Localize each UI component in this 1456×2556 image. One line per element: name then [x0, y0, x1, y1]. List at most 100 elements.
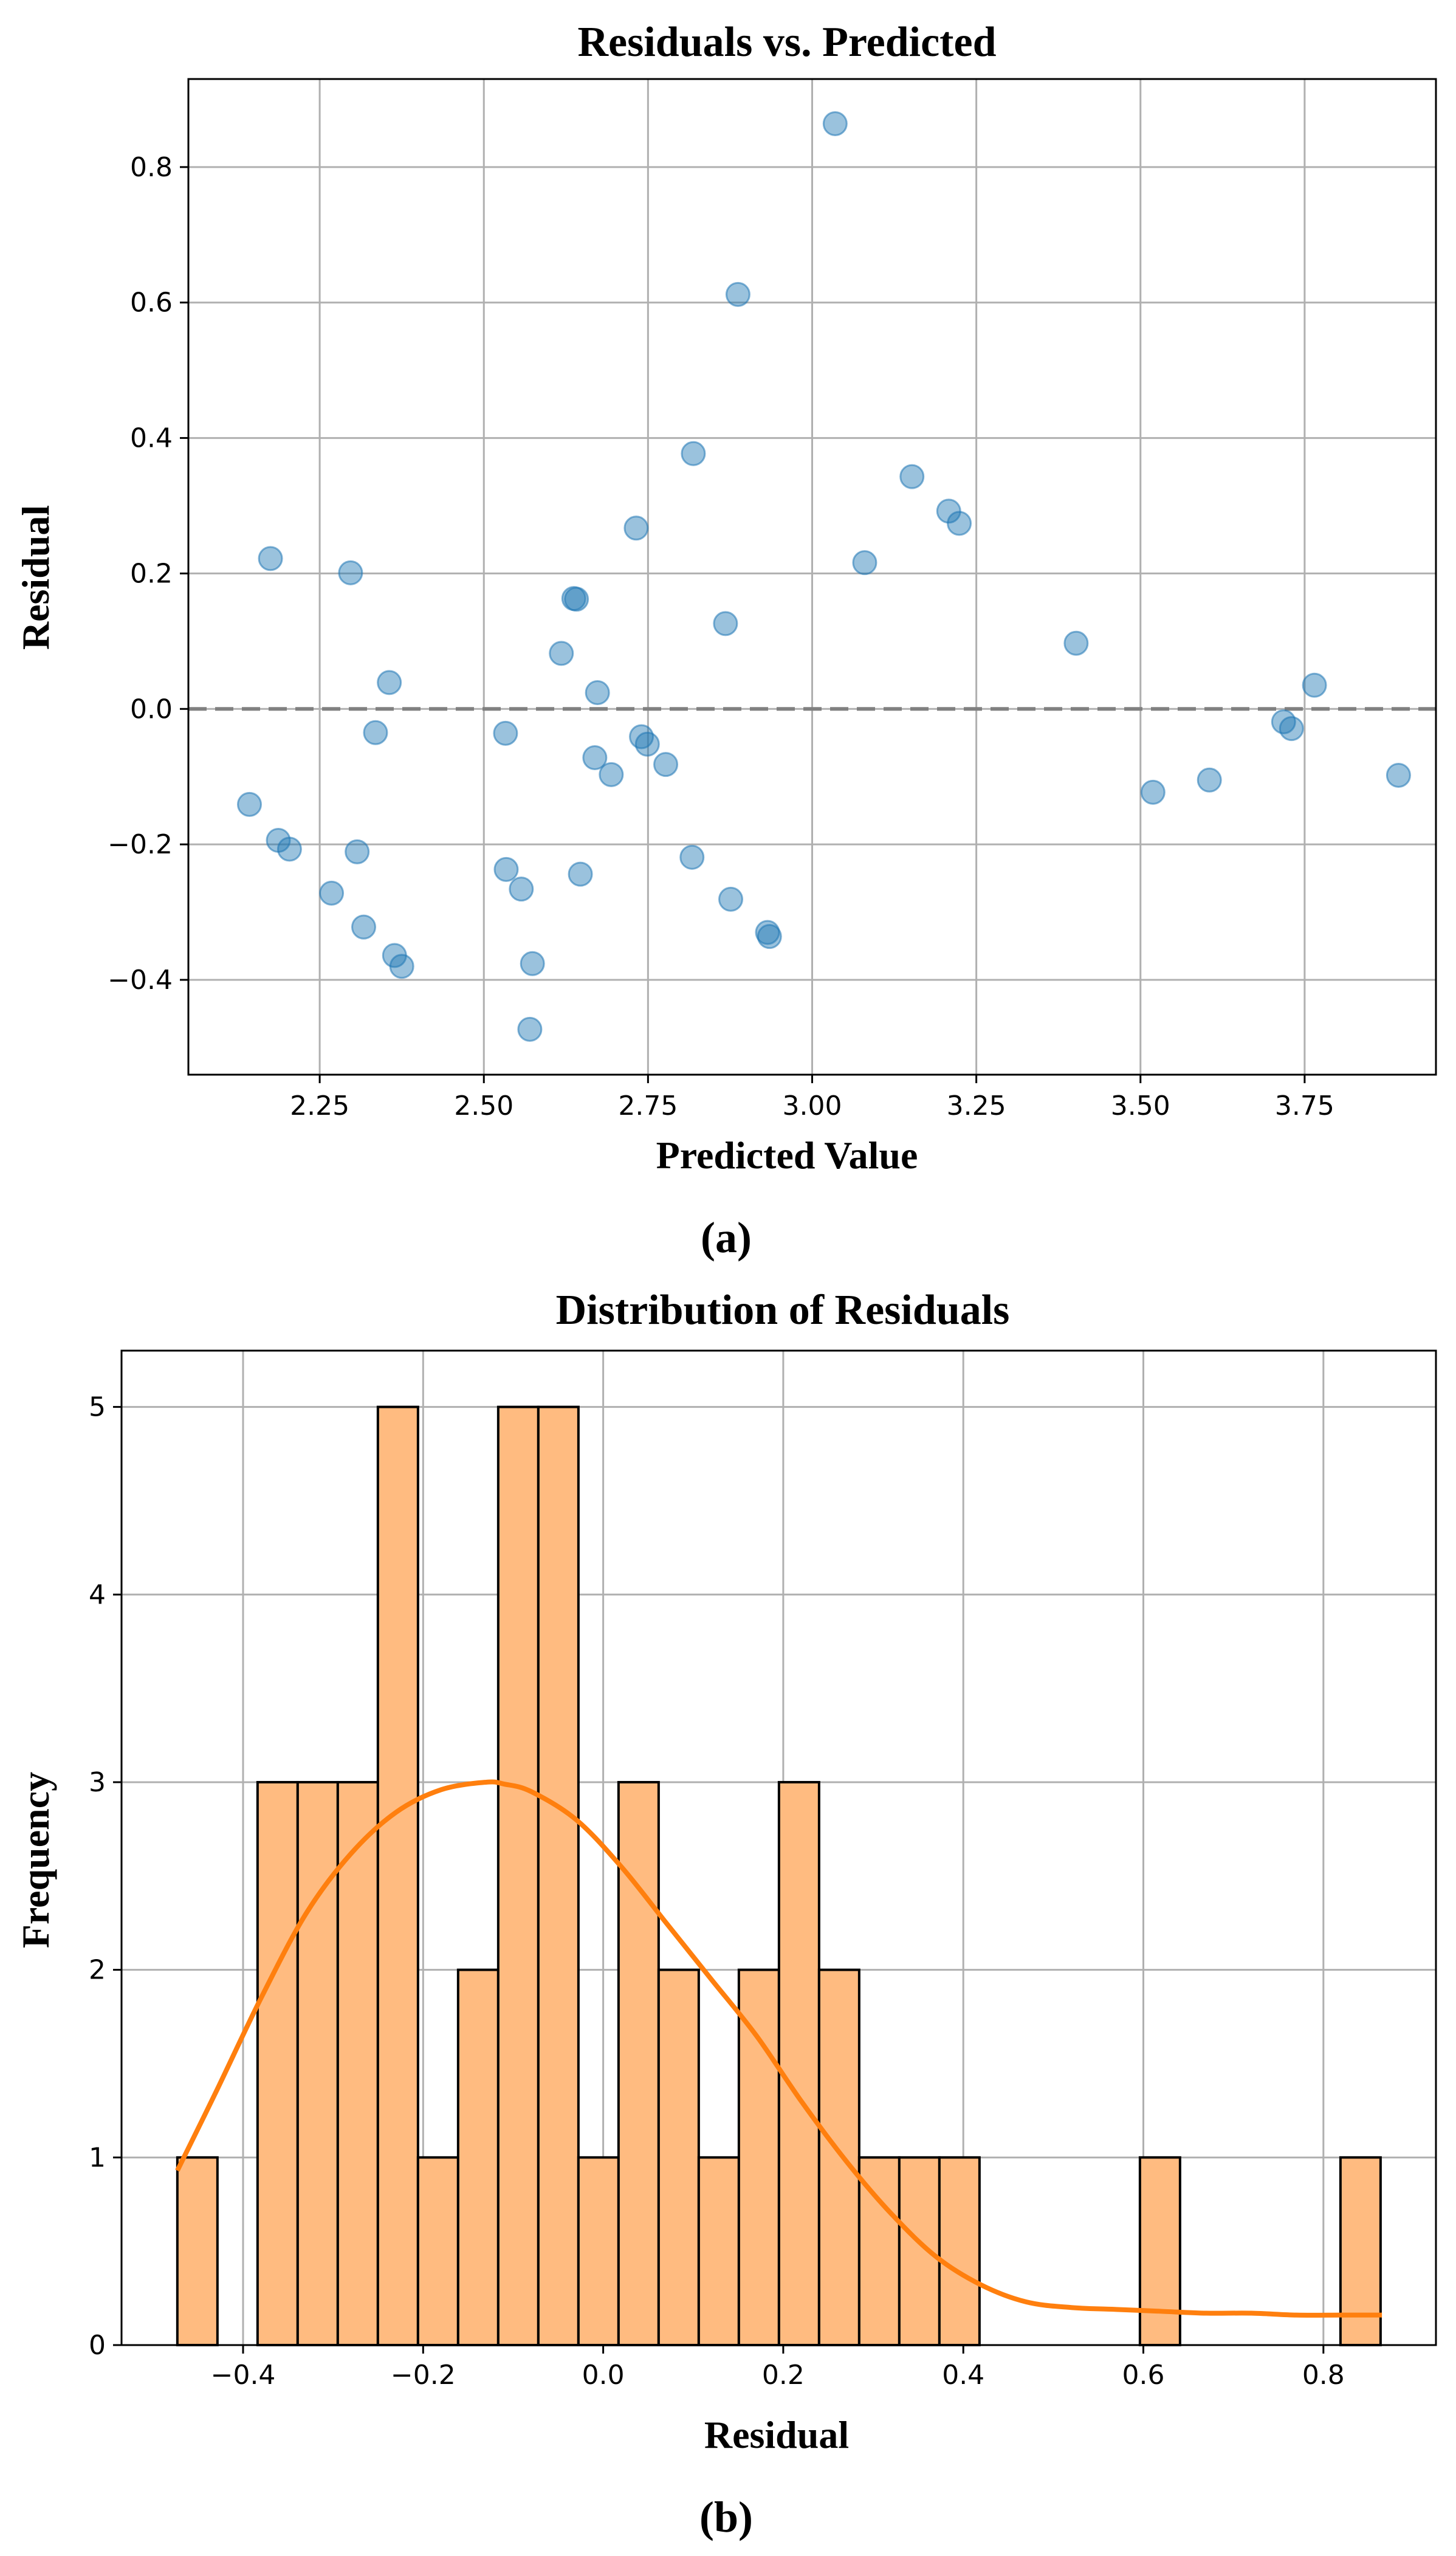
scatter-y-label: Residual [14, 505, 57, 650]
scatter-point [276, 836, 302, 862]
scatter-point [725, 281, 750, 307]
x-tick-label: 3.00 [783, 1090, 842, 1121]
y-tick-label: 1 [89, 2142, 106, 2173]
histogram-title: Distribution of Residuals [556, 1287, 1010, 1334]
y-tick-label: 0.2 [130, 558, 173, 589]
scatter-point [681, 441, 706, 466]
histogram-bar [1138, 2156, 1181, 2347]
x-tick-label: 3.75 [1275, 1090, 1334, 1121]
y-tick-label: 0.8 [130, 152, 173, 183]
scatter-point [634, 731, 660, 757]
scatter-point [509, 877, 534, 902]
scatter-point [899, 464, 925, 489]
scatter-point [520, 951, 545, 976]
histogram-y-label: Frequency [14, 1772, 57, 1948]
kde-curve [175, 1779, 1382, 2318]
histogram-bar [657, 1968, 700, 2347]
scatter-point [757, 924, 782, 949]
scatter-point [713, 611, 738, 636]
y-tick-label: 5 [89, 1392, 106, 1423]
histogram-x-label: Residual [704, 2413, 849, 2456]
scatter-point [755, 920, 780, 945]
scatter-point [1197, 767, 1222, 793]
x-tick-label: 0.8 [1302, 2360, 1345, 2391]
histogram-bar [336, 1780, 379, 2346]
scatter-point [1279, 716, 1304, 742]
histogram-bar [296, 1780, 339, 2346]
scatter-point [822, 111, 848, 137]
y-tick-label: 0.4 [130, 423, 173, 454]
scatter-point [493, 720, 518, 746]
scatter-panel: 2.25 2.50 2.75 3.00 3.25 3.50 3.75 −0.4 −0.2 0.0 0… [14, 19, 1437, 1262]
histogram-bar [537, 1405, 580, 2346]
histogram-bar [176, 2156, 219, 2347]
histogram-axes-frame [120, 1349, 1437, 2346]
y-tick-label: 0.0 [130, 694, 173, 725]
histogram-panel: −0.4 −0.2 0.0 0.2 0.4 0.6 0.8 0 1 2 3 4 5 Distributi… [14, 1287, 1437, 2541]
x-tick-label: 3.25 [947, 1090, 1006, 1121]
x-tick-label: 3.50 [1111, 1090, 1170, 1121]
histogram-bar [456, 1968, 500, 2347]
x-tick-label: −0.4 [211, 2360, 276, 2391]
y-tick-label: 0 [89, 2330, 106, 2361]
x-tick-label: 2.25 [290, 1090, 349, 1121]
histogram-ticks: −0.4 −0.2 0.0 0.2 0.4 0.6 0.8 0 1 2 3 4 5 [89, 1392, 1345, 2391]
x-tick-label: 2.50 [454, 1090, 513, 1121]
x-tick-label: −0.2 [391, 2360, 456, 2391]
histogram-bar [617, 1780, 660, 2346]
scatter-ticks: 2.25 2.50 2.75 3.00 3.25 3.50 3.75 −0.4 −0.2 0.0 0… [108, 152, 1334, 1121]
y-tick-label: 0.6 [130, 288, 173, 319]
scatter-point [351, 914, 377, 940]
scatter-point [377, 670, 402, 695]
scatter-point [1271, 709, 1296, 734]
histogram-bar [496, 1405, 540, 2346]
histogram-bar [256, 1780, 299, 2346]
scatter-point [389, 954, 414, 979]
scatter-point [568, 861, 593, 887]
histogram-bars [176, 1405, 1382, 2347]
panel-label-a: (a) [701, 1213, 752, 1262]
scatter-point [236, 791, 262, 817]
scatter-point [493, 856, 519, 882]
histogram-bar [737, 1968, 780, 2347]
scatter-point [585, 680, 610, 706]
histogram-bar [938, 2156, 981, 2347]
histogram-bar [416, 2156, 459, 2347]
scatter-point [345, 839, 370, 864]
panel-label-b: (b) [699, 2493, 753, 2541]
scatter-point [338, 560, 363, 585]
scatter-gridlines [188, 79, 1436, 1075]
scatter-point [718, 886, 744, 912]
scatter-point [319, 880, 345, 906]
y-tick-label: 2 [89, 1955, 106, 1986]
scatter-point [582, 745, 608, 771]
histogram-bar [697, 2156, 740, 2347]
scatter-point [549, 641, 574, 666]
scatter-points [236, 111, 1411, 1042]
scatter-point [679, 844, 705, 870]
histogram-bar [898, 2156, 941, 2347]
histogram-bar [577, 2156, 620, 2347]
scatter-point [1140, 779, 1166, 805]
histogram-bar [376, 1405, 419, 2346]
scatter-point [947, 511, 972, 536]
x-tick-label: 0.4 [942, 2360, 984, 2391]
scatter-x-label: Predicted Value [656, 1134, 918, 1177]
y-tick-label: −0.2 [108, 829, 173, 860]
scatter-point [564, 587, 589, 612]
scatter-title: Residuals vs. Predicted [578, 19, 997, 66]
histogram-bar [777, 1780, 820, 2346]
y-tick-label: −0.4 [108, 965, 173, 996]
scatter-point [1302, 672, 1327, 698]
scatter-point [363, 720, 388, 745]
x-tick-label: 0.2 [762, 2360, 805, 2391]
x-tick-label: 0.6 [1122, 2360, 1165, 2391]
y-tick-label: 3 [89, 1767, 106, 1798]
scatter-point [1386, 762, 1411, 788]
scatter-point [599, 762, 624, 787]
scatter-point [1063, 630, 1089, 656]
y-tick-label: 4 [89, 1579, 106, 1610]
scatter-point [623, 515, 649, 541]
histogram-bar [817, 1968, 860, 2347]
